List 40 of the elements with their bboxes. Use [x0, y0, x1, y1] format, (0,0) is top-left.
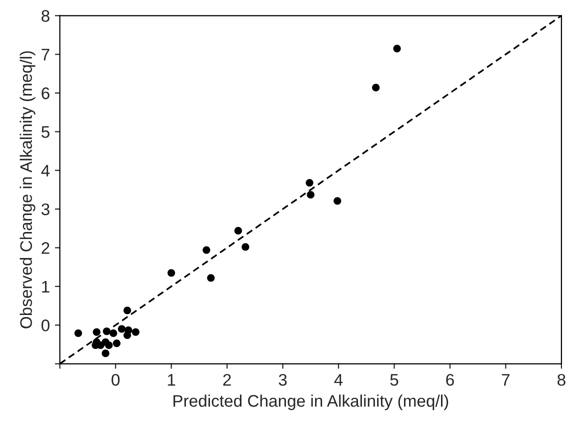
y-tick-label: 7: [42, 48, 50, 60]
x-tick-label: 5: [390, 374, 398, 386]
point: [334, 197, 342, 205]
x-tick-label: 7: [502, 374, 510, 386]
y-tick-label: 0: [42, 320, 50, 332]
y-axis-title: Observed Change in Alkalinity (meq/l): [20, 51, 36, 328]
y-tick-label: 8: [42, 10, 50, 22]
point: [92, 328, 100, 336]
point: [112, 339, 120, 348]
x-tick-label: 6: [446, 374, 454, 386]
y-tick-label: 6: [42, 87, 50, 100]
point: [202, 246, 210, 254]
y-tick-label: 5: [42, 126, 50, 138]
y-tick-label: 3: [41, 203, 50, 216]
point: [242, 243, 250, 251]
x-tick-label: 3: [278, 374, 287, 386]
point: [124, 326, 132, 334]
point: [234, 226, 242, 235]
y-tick-label: 1: [42, 280, 50, 292]
point: [123, 306, 132, 314]
point: [132, 328, 140, 336]
x-tick-label: 8: [558, 374, 566, 386]
x-tick-label: 4: [334, 374, 343, 386]
point: [372, 84, 380, 92]
point: [207, 274, 215, 282]
point: [118, 325, 126, 333]
point: [102, 350, 110, 358]
point: [306, 190, 314, 199]
y-tick-label: 2: [42, 242, 50, 254]
x-tick-label: 2: [223, 374, 231, 386]
x-axis-title: Predicted Change in Alkalinity (meq/l): [174, 394, 448, 410]
point: [110, 329, 118, 338]
point: [168, 269, 176, 277]
point: [393, 44, 401, 52]
x-tick-label: 0: [112, 374, 120, 386]
y-tick-label: 4: [41, 164, 50, 176]
point: [105, 341, 113, 350]
point: [306, 178, 314, 187]
point: [74, 329, 82, 338]
x-tick-label: 1: [168, 374, 176, 386]
